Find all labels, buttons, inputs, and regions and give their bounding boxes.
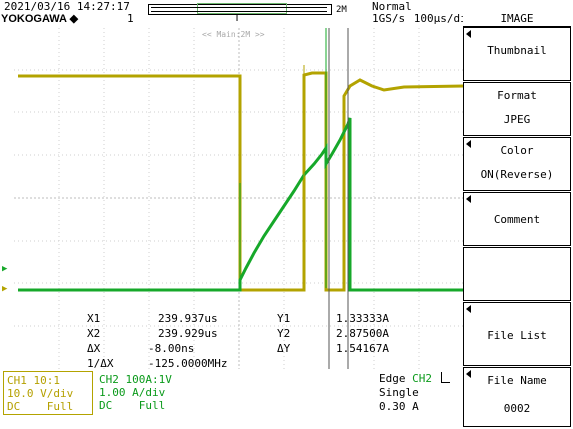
menu-title: IMAGE — [463, 12, 571, 27]
softkey-thumbnail[interactable]: Thumbnail — [463, 27, 571, 81]
trigger-info-panel[interactable]: Edge CH2 Single 0.30 A — [379, 372, 461, 414]
cursor-y1-value: 1.33333A — [336, 312, 389, 325]
menu-title-text: IMAGE — [500, 12, 534, 25]
cursor-inv-dx-label: 1/ΔX — [87, 357, 114, 370]
sample-rate-value: 1GS/s — [372, 12, 406, 25]
trigger-edge-icon — [440, 372, 450, 383]
sample-rate: 1GS/s 100μs/div — [372, 13, 473, 25]
softkey-arrow-icon — [466, 305, 471, 313]
ch2-waveform — [18, 117, 464, 292]
acquisition-count: 1 — [127, 12, 134, 25]
datetime: 2021/03/16 14:27:17 — [4, 0, 130, 13]
ch2-info-panel[interactable]: CH2 100A:1V 1.00 A/div DC Full — [96, 371, 192, 415]
cursor-dx-label: ΔX — [87, 342, 101, 355]
cursor-x2-value: 239.929us — [158, 327, 218, 340]
memory-length: 2M — [336, 5, 347, 15]
cursor-x1-value: 239.937us — [158, 312, 218, 325]
softkey-format[interactable]: Format JPEG — [463, 82, 571, 136]
ch2-coupling: DC Full — [99, 399, 166, 412]
cursor-y1-label: Y1 — [277, 312, 291, 325]
ch1-ground-marker[interactable]: ▶ — [2, 284, 8, 294]
brand-diamond-icon: ◆ — [69, 13, 79, 25]
ch1-info-panel[interactable]: CH1 10:1 10.0 V/div DC Full — [3, 371, 93, 415]
record-fill — [151, 7, 327, 12]
trigger-level: 0.30 A — [379, 400, 419, 413]
waveform-svg — [14, 28, 464, 369]
record-position-bar[interactable] — [148, 3, 332, 15]
ch1-vdiv: 10.0 V/div — [7, 387, 74, 400]
softkey-color[interactable]: Color ON(Reverse) — [463, 137, 571, 191]
softkey-arrow-icon — [466, 30, 471, 38]
trigger-position-label: T — [234, 13, 241, 24]
ch1-coupling: DC Full — [7, 400, 74, 413]
zoom-window-indicator — [197, 3, 287, 14]
cursor-y2-label: Y2 — [277, 327, 291, 340]
cursor-y2-value: 2.87500A — [336, 327, 389, 340]
ch2-adiv: 1.00 A/div — [99, 386, 166, 399]
cursor-x2-label: X2 — [87, 327, 101, 340]
softkey-arrow-icon — [466, 195, 471, 203]
softkey-comment[interactable]: Comment — [463, 192, 571, 246]
acquisition-mode: Normal — [372, 0, 412, 13]
ch2-ground-marker[interactable]: ▶ — [2, 264, 8, 274]
cursor-dy-label: ΔY — [277, 342, 291, 355]
cursor-inv-dx-value: -125.0000MHz — [148, 357, 228, 370]
softkey-file-name[interactable]: File Name 0002 — [463, 367, 571, 427]
brand-logo: YOKOGAWA ◆ — [1, 13, 78, 25]
cursor-dx-value: -8.00ns — [148, 342, 195, 355]
brand-name: YOKOGAWA — [1, 13, 67, 25]
ch2-label: CH2 100A:1V — [99, 373, 172, 386]
main-window-label: << Main:2M >> — [202, 30, 265, 39]
trigger-position-marker: T — [234, 14, 240, 24]
trigger-type: Edge — [379, 372, 406, 385]
time-div-value: 100μs/div — [413, 12, 474, 25]
softkey-file-list[interactable]: File List — [463, 302, 571, 366]
softkey-arrow-icon — [466, 370, 471, 378]
ch1-label: CH1 10:1 — [7, 374, 60, 387]
waveform-display[interactable]: << Main:2M >> X1 239.937us X2 239.929us … — [14, 28, 464, 370]
softkey-arrow-icon — [466, 140, 471, 148]
trigger-mode: Single — [379, 386, 419, 399]
softkey-blank[interactable] — [463, 247, 571, 301]
cursor-dy-value: 1.54167A — [336, 342, 389, 355]
cursor-x1-label: X1 — [87, 312, 101, 325]
ch1-waveform — [18, 71, 464, 292]
trigger-source: CH2 — [412, 372, 432, 385]
